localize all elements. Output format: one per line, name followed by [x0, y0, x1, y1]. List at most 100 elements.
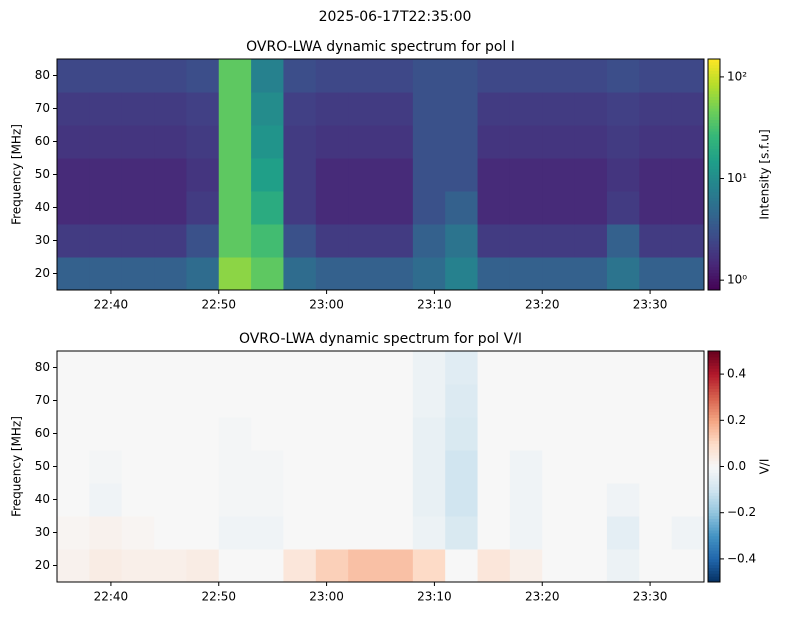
heatmap-cell [283, 224, 317, 258]
heatmap-cell [57, 92, 90, 126]
colorbar-tick-label: 0.0 [727, 459, 746, 473]
heatmap-cell [542, 257, 576, 291]
x-tick-label: 23:00 [309, 590, 344, 604]
y-tick-label: 60 [35, 134, 50, 148]
heatmap-cell [671, 59, 705, 93]
heatmap-cell [89, 257, 123, 291]
colorbar-swatch [708, 220, 720, 225]
heatmap-cell [283, 125, 317, 159]
heatmap-cell [542, 417, 576, 451]
heatmap-cell [477, 191, 511, 225]
heatmap-cell [542, 59, 576, 93]
heatmap-cell [574, 224, 608, 258]
colorbar-swatch [708, 561, 720, 566]
heatmap-cell [574, 158, 608, 192]
colorbar-swatch [708, 446, 720, 450]
heatmap-cell [671, 417, 705, 451]
x-tick-label: 23:00 [309, 298, 344, 312]
colorbar-swatch [708, 200, 720, 204]
heatmap-cell [509, 257, 543, 291]
heatmap-cell [154, 549, 187, 583]
heatmap-cell [412, 483, 446, 517]
heatmap-cell [283, 351, 317, 385]
y-tick-label: 50 [35, 167, 50, 181]
heatmap-cell [380, 224, 414, 258]
colorbar-swatch [708, 154, 720, 158]
heatmap-cell [639, 59, 673, 93]
heatmap-cell [509, 483, 543, 517]
heatmap-cell [121, 59, 155, 93]
colorbar-swatch [708, 394, 720, 398]
colorbar-swatch [708, 535, 720, 540]
heatmap-cell [574, 125, 608, 159]
heatmap-cell [606, 224, 640, 258]
heatmap-cell [218, 351, 252, 385]
colorbar-swatch [708, 454, 720, 459]
heatmap-cell [57, 158, 90, 192]
colorbar-swatch [708, 411, 720, 416]
colorbar-swatch [708, 108, 720, 112]
heatmap-cell [218, 224, 252, 258]
heatmap-cell [186, 125, 220, 159]
colorbar-swatch [708, 402, 720, 407]
heatmap-cell [348, 351, 381, 385]
heatmap-cell [89, 417, 123, 451]
heatmap-cell [121, 351, 155, 385]
heatmap-cell [154, 516, 187, 550]
figure-title: 2025-06-17T22:35:00 [319, 9, 472, 25]
colorbar-swatch [708, 351, 720, 355]
heatmap-cell [477, 257, 511, 291]
colorbar-swatch [708, 191, 720, 196]
colorbar-swatch [708, 145, 720, 150]
colorbar-tick-label: 10² [727, 69, 747, 83]
heatmap-cell [89, 450, 123, 484]
colorbar-swatch [708, 414, 720, 418]
heatmap-cell [315, 384, 349, 418]
heatmap-cell [671, 516, 705, 550]
colorbar-swatch [708, 180, 720, 184]
heatmap-cell [154, 59, 187, 93]
heatmap-cell [186, 549, 220, 583]
heatmap-cell [283, 257, 317, 291]
heatmap-cell [251, 450, 284, 484]
heatmap-cell [509, 351, 543, 385]
heatmap-cell [477, 92, 511, 126]
heatmap-cell [89, 351, 123, 385]
heatmap-cell [671, 351, 705, 385]
heatmap-cell [251, 351, 284, 385]
heatmap-cell [218, 384, 252, 418]
heatmap-cell [186, 483, 220, 517]
colorbar-swatch [708, 246, 720, 251]
heatmap-cell [606, 125, 640, 159]
heatmap-cell [445, 351, 479, 385]
colorbar-swatch [708, 272, 720, 277]
y-tick-label: 30 [35, 525, 50, 539]
heatmap-cell [445, 125, 479, 159]
heatmap-cell [606, 59, 640, 93]
heatmap-cell [412, 549, 446, 583]
heatmap-cell [186, 59, 220, 93]
heatmap-cell [509, 417, 543, 451]
heatmap-cell [412, 384, 446, 418]
heatmap-cell [445, 59, 479, 93]
heatmap-cell [154, 224, 187, 258]
heatmap-cell [412, 417, 446, 451]
heatmap-cell [639, 92, 673, 126]
colorbar-swatch [708, 142, 720, 147]
heatmap-cell [542, 384, 576, 418]
heatmap-cell [121, 384, 155, 418]
heatmap-cell [154, 92, 187, 126]
colorbar-swatch [708, 576, 720, 580]
heatmap-cell [380, 417, 414, 451]
y-tick-label: 80 [35, 68, 50, 82]
colorbar-swatch [708, 76, 720, 80]
x-tick-label: 23:20 [525, 590, 560, 604]
colorbar-swatch [708, 564, 720, 569]
x-tick-label: 23:20 [525, 298, 560, 312]
colorbar-swatch [708, 188, 720, 193]
heatmap-cell [218, 549, 252, 583]
colorbar-swatch [708, 223, 720, 227]
colorbar-swatch [708, 206, 720, 210]
x-tick-label: 22:40 [94, 590, 129, 604]
heatmap-cell [606, 191, 640, 225]
